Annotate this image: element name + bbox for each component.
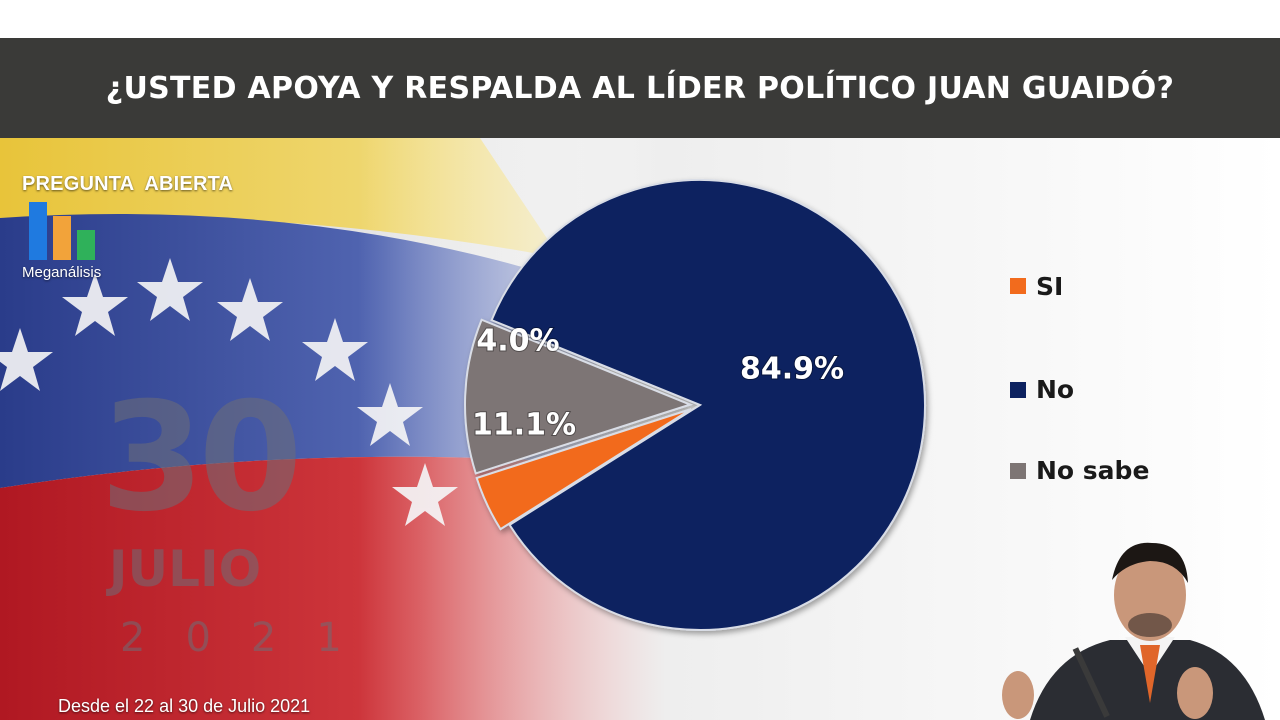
legend-label-no-sabe: No sabe — [1036, 456, 1150, 485]
pie-label-si: 4.0% — [476, 324, 559, 359]
legend-item-no-sabe: No sabe — [1010, 430, 1149, 511]
politician-photo — [1002, 542, 1265, 720]
venezuela-flag-background — [0, 138, 1280, 720]
date-day: 30 — [100, 371, 303, 545]
pie-slice-no-sabe — [464, 318, 693, 475]
date-month: JULIO — [108, 540, 262, 598]
pie-slice-no — [490, 179, 926, 631]
legend-swatch-no-sabe — [1010, 462, 1026, 479]
legend-swatch-si — [1010, 278, 1026, 294]
legend-label-no: No — [1036, 375, 1075, 404]
brand-name: Meganálisis — [22, 264, 102, 281]
chart-legend: SI No No sabe — [1010, 268, 1149, 511]
bar-chart-logo-icon — [29, 202, 95, 260]
legend-swatch-no — [1010, 381, 1026, 398]
legend-label-si: SI — [1036, 271, 1064, 301]
brand-block: PREGUNTA ABIERTA Meganálisis — [22, 173, 233, 281]
survey-date-range: Desde el 22 al 30 de Julio 2021 — [58, 696, 311, 716]
top-strip — [0, 0, 1280, 38]
legend-item-no: No — [1010, 349, 1149, 430]
legend-item-si: SI — [1010, 268, 1149, 304]
page-title: ¿USTED APOYA Y RESPALDA AL LÍDER POLÍTIC… — [105, 70, 1175, 106]
pie-label-no-sabe: 11.1% — [472, 408, 576, 443]
title-bar: ¿USTED APOYA Y RESPALDA AL LÍDER POLÍTIC… — [0, 38, 1280, 138]
pie-label-no: 84.9% — [740, 352, 844, 387]
pie-slice-si — [475, 408, 692, 531]
question-type-label: PREGUNTA ABIERTA — [22, 173, 234, 195]
